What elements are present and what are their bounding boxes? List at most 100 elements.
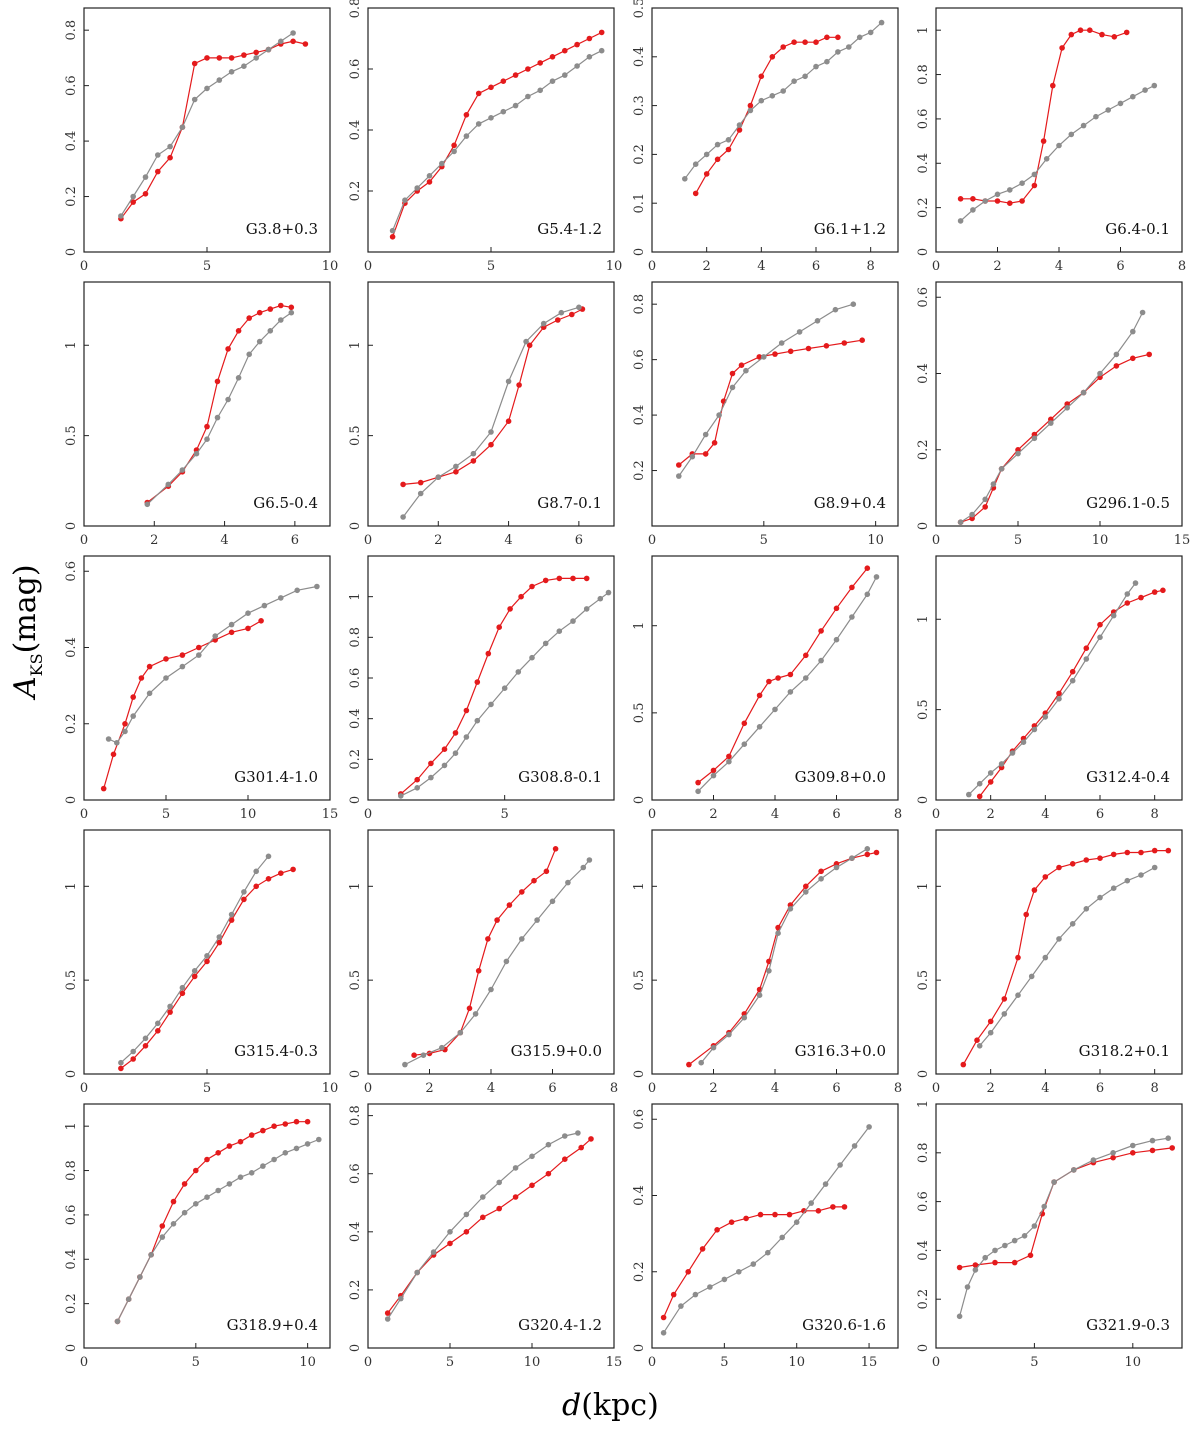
data-point-gray (288, 309, 295, 316)
y-tick-label: 0.8 (916, 64, 931, 85)
y-tick-label: 0.1 (632, 193, 647, 214)
y-tick-label: 0.6 (632, 349, 647, 370)
data-point-red (780, 44, 786, 50)
data-point-gray (710, 772, 717, 779)
data-point-gray (832, 306, 839, 313)
x-tick-label: 0 (80, 1081, 88, 1096)
series-line-red (697, 567, 868, 784)
panel-G308.8-0.1: 0 5 0 0.2 0.4 0.6 0.8 1 G308.8-0.1 (348, 555, 615, 822)
panel-frame (83, 555, 331, 801)
data-point-red (130, 199, 136, 205)
data-point-red (179, 990, 186, 997)
data-point-gray (515, 669, 522, 675)
series-line-gray (108, 585, 318, 744)
series-line-gray (392, 50, 602, 231)
data-point-gray (729, 384, 736, 391)
data-point-gray (692, 161, 699, 167)
data-point-red (163, 656, 169, 662)
data-point-red (1001, 996, 1008, 1002)
data-point-gray (447, 1229, 453, 1235)
data-point-red (518, 593, 524, 600)
y-tick-label: 0.6 (64, 561, 79, 582)
data-point-red (1011, 1259, 1018, 1266)
y-tick-label: 1 (348, 593, 363, 601)
data-point-red (241, 896, 247, 903)
panel-G320.4-1.2: 0 5 10 15 0 0.2 0.4 0.6 0.8 G320.4-1.2 (348, 1103, 622, 1370)
data-point-red (496, 1205, 503, 1212)
panel-G6.1+1.2: 0 2 4 6 8 0 0.1 0.2 0.3 0.4 0.5 G6.1+1.2 (632, 0, 899, 274)
data-point-red (1007, 200, 1013, 206)
series-line-red (116, 1121, 308, 1322)
data-point-red (543, 868, 550, 875)
data-point-gray (241, 889, 247, 895)
data-point-gray (851, 1143, 858, 1149)
data-point-gray (216, 934, 223, 940)
y-tick-label: 0.6 (632, 1109, 647, 1130)
data-point-gray (1093, 113, 1099, 120)
data-point-gray (414, 785, 421, 791)
y-tick-label: 0.6 (916, 287, 931, 308)
x-tick-label: 10 (524, 1355, 541, 1370)
data-point-red (714, 1227, 720, 1233)
panel-label: G320.6-1.6 (802, 1316, 886, 1334)
data-point-gray (114, 740, 120, 746)
data-point-red (253, 883, 259, 890)
data-point-gray (549, 898, 556, 905)
data-point-gray (689, 453, 696, 460)
data-point-red (803, 652, 809, 659)
data-point-gray (163, 675, 169, 681)
panel-label: G5.4-1.2 (537, 220, 602, 238)
data-point-gray (130, 193, 136, 200)
data-point-red (228, 917, 235, 923)
x-tick-label: 0 (364, 533, 372, 548)
data-point-red (1123, 29, 1130, 36)
data-point-red (260, 1127, 266, 1134)
x-tick-label: 8 (610, 1081, 618, 1096)
y-tick-label: 0.8 (348, 0, 363, 18)
data-point-red (389, 234, 396, 240)
data-point-red (1138, 594, 1144, 601)
data-point-red (994, 198, 1001, 204)
y-tick-label: 0 (632, 1344, 647, 1352)
data-point-gray (849, 855, 855, 861)
data-point-gray (241, 63, 247, 69)
data-point-red (957, 196, 964, 202)
data-point-red (556, 575, 563, 582)
data-point-gray (1031, 1223, 1038, 1229)
data-point-red (824, 34, 830, 41)
x-tick-label: 0 (648, 533, 656, 548)
y-tick-label: 0.4 (632, 405, 647, 426)
data-point-red (702, 451, 709, 457)
y-axis-label: AKS(mag) (8, 564, 46, 698)
data-point-gray (1064, 405, 1070, 411)
x-tick-label: 6 (548, 1081, 556, 1096)
data-point-red (1027, 1252, 1034, 1259)
data-point-red (586, 35, 593, 42)
series-line-red (962, 850, 1169, 1065)
data-point-gray (253, 868, 259, 875)
x-tick-label: 0 (364, 259, 372, 274)
data-point-gray (866, 1124, 872, 1130)
panel-frame (367, 829, 615, 1075)
data-point-red (278, 302, 284, 309)
data-point-red (1146, 351, 1152, 358)
x-tick-label: 10 (788, 1355, 805, 1370)
x-tick-label: 2 (709, 1081, 717, 1096)
y-tick-label: 0.5 (348, 425, 363, 446)
data-point-red (245, 625, 251, 632)
data-point-gray (756, 724, 763, 730)
data-point-red (775, 924, 781, 931)
series-line-red (146, 304, 292, 503)
data-point-gray (216, 77, 223, 83)
data-point-gray (278, 317, 284, 323)
panel-G6.4-0.1: 0 2 4 6 8 0 0.2 0.4 0.6 0.8 1 G6.4-0.1 (916, 7, 1186, 274)
data-point-red (1031, 887, 1038, 893)
data-point-red (500, 78, 507, 84)
data-point-red (304, 1118, 311, 1125)
x-tick-label: 10 (322, 259, 339, 274)
data-point-red (787, 671, 794, 678)
data-point-gray (703, 151, 710, 158)
data-point-gray (420, 1052, 427, 1058)
data-point-gray (1110, 1150, 1116, 1156)
